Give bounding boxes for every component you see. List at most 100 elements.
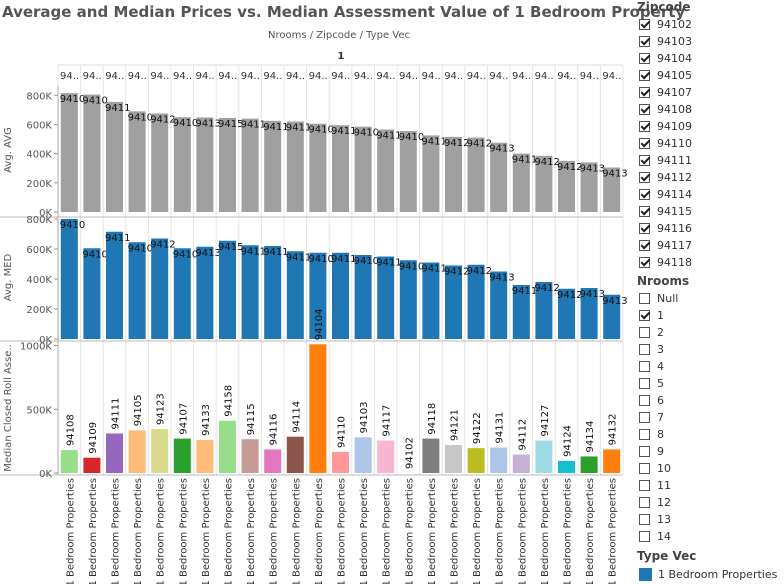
bar (399, 260, 417, 339)
zipcode-filter-item[interactable]: 94114 (639, 186, 692, 202)
zipcode-filter-item[interactable]: 94116 (639, 220, 692, 236)
nrooms-filter-label: 3 (657, 342, 664, 356)
bar (128, 111, 146, 212)
nrooms-filter-item[interactable]: 9 (639, 443, 664, 459)
bar (60, 93, 78, 212)
type-vec-axis-label: 1 Bedroom Properties (65, 478, 76, 584)
checkbox[interactable] (639, 52, 650, 64)
bar (173, 248, 191, 339)
checkbox[interactable] (639, 479, 650, 491)
nrooms-filter-item[interactable]: 8 (639, 426, 664, 442)
checkbox[interactable] (639, 326, 650, 338)
nrooms-filter-item[interactable]: 11 (639, 477, 671, 493)
checkbox[interactable] (639, 120, 650, 132)
nrooms-filter-item[interactable]: 3 (639, 341, 664, 357)
checkbox[interactable] (639, 343, 650, 355)
checkbox[interactable] (639, 205, 650, 217)
checkbox[interactable] (639, 222, 650, 234)
zipcode-header-label: 94.. (467, 71, 486, 82)
checkbox[interactable] (639, 513, 650, 525)
checkbox[interactable] (639, 188, 650, 200)
bar (399, 131, 417, 212)
bar-data-label: 94115 (246, 403, 257, 435)
nrooms-filter-item[interactable]: 14 (639, 528, 671, 544)
checkbox[interactable] (639, 154, 650, 166)
zipcode-filter-item[interactable]: 94104 (639, 50, 692, 66)
checkbox[interactable] (639, 428, 650, 440)
zipcode-filter-item[interactable]: 94108 (639, 101, 692, 117)
bar-data-label: 9411 (263, 122, 288, 133)
type-vec-axis-label: 1 Bedroom Properties (404, 478, 415, 584)
bar-data-label: 9410 (82, 249, 107, 260)
checkbox[interactable] (639, 239, 650, 251)
checkbox[interactable] (639, 462, 650, 474)
zipcode-filter-item[interactable]: 94105 (639, 67, 692, 83)
nrooms-filter-item[interactable]: 13 (639, 511, 671, 527)
checkbox[interactable] (639, 309, 650, 321)
type-vec-axis-label: 1 Bedroom Properties (246, 478, 257, 584)
checkbox[interactable] (639, 35, 650, 47)
checkbox[interactable] (639, 137, 650, 149)
bar (332, 252, 349, 339)
type-vec-axis-label: 1 Bedroom Properties (314, 478, 325, 584)
chart-title: Average and Median Prices vs. Median Ass… (2, 3, 686, 21)
bar (467, 137, 485, 212)
zipcode-filter-item[interactable]: 94112 (639, 169, 692, 185)
checkbox[interactable] (639, 292, 650, 304)
nrooms-filter-item[interactable]: 4 (639, 358, 664, 374)
type-vec-axis-label: 1 Bedroom Properties (563, 478, 574, 584)
zipcode-filter-item[interactable]: 94110 (639, 135, 692, 151)
type-vec-axis-label: 1 Bedroom Properties (540, 478, 551, 584)
zipcode-header-label: 94.. (489, 71, 508, 82)
checkbox[interactable] (639, 530, 650, 542)
y-tick-label: 1000K (20, 342, 52, 353)
zipcode-filter-item[interactable]: 94102 (639, 16, 692, 32)
checkbox[interactable] (639, 394, 650, 406)
bar-data-label: 94124 (563, 425, 574, 457)
checkbox[interactable] (639, 171, 650, 183)
bar (445, 265, 462, 339)
nrooms-filter-item[interactable]: 12 (639, 494, 671, 510)
zipcode-filter-item[interactable]: 94107 (639, 84, 692, 100)
checkbox[interactable] (639, 69, 650, 81)
checkbox[interactable] (639, 256, 650, 268)
nrooms-filter-item[interactable]: 1 (639, 307, 664, 323)
checkbox[interactable] (639, 377, 650, 389)
checkbox[interactable] (639, 86, 650, 98)
bar (558, 288, 575, 339)
bar-chart: Nrooms / Zipcode / Type Vec 1 94.. 94.. 94… (0, 30, 628, 584)
checkbox[interactable] (639, 496, 650, 508)
nrooms-filter-item[interactable]: 6 (639, 392, 664, 408)
bar (467, 264, 485, 339)
typevec-legend-item[interactable]: 1 Bedroom Properties (639, 566, 777, 582)
zipcode-filter-item[interactable]: 94115 (639, 203, 692, 219)
bar-data-label: 9410 (354, 256, 379, 267)
bar (286, 121, 304, 212)
bar-data-label: 9415 (218, 242, 243, 253)
bar (196, 439, 214, 473)
nrooms-filter-item[interactable]: 2 (639, 324, 664, 340)
zipcode-filter-item[interactable]: 94109 (639, 118, 692, 134)
bar (241, 439, 259, 473)
checkbox[interactable] (639, 360, 650, 372)
bar-data-label: 94110 (337, 416, 348, 448)
bar (558, 160, 575, 212)
nrooms-filter-item[interactable]: 7 (639, 409, 664, 425)
y-axis-title: Median Closed Roll Asse.. (3, 344, 14, 471)
group-label: 1 (338, 51, 345, 62)
nrooms-filter-item[interactable]: Null (639, 290, 678, 306)
bar (490, 447, 508, 473)
zipcode-filter-item[interactable]: 94118 (639, 254, 692, 270)
zipcode-header-label: 94.. (241, 71, 260, 82)
bar-data-label: 9410 (399, 132, 424, 143)
nrooms-filter-item[interactable]: 10 (639, 460, 671, 476)
checkbox[interactable] (639, 445, 650, 457)
zipcode-filter-item[interactable]: 94111 (639, 152, 692, 168)
checkbox[interactable] (639, 18, 650, 30)
nrooms-filter-item[interactable]: 5 (639, 375, 664, 391)
checkbox[interactable] (639, 103, 650, 115)
zipcode-filter-item[interactable]: 94117 (639, 237, 692, 253)
bar-data-label: 9410 (173, 118, 198, 129)
checkbox[interactable] (639, 411, 650, 423)
zipcode-filter-item[interactable]: 94103 (639, 33, 692, 49)
